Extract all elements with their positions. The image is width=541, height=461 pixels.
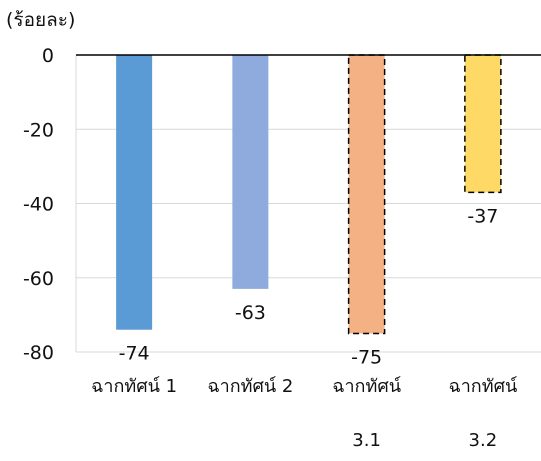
bar — [116, 55, 153, 330]
y-tick-label: -80 — [23, 342, 54, 364]
data-label: -63 — [235, 302, 266, 324]
category-label: ฉากทัศน์ 2 — [207, 376, 293, 397]
category-label: ฉากทัศน์ — [448, 376, 517, 397]
category-label: 3.1 — [352, 430, 381, 451]
data-label: -37 — [467, 205, 498, 227]
y-tick-label: -60 — [23, 268, 54, 290]
bar — [232, 55, 269, 289]
labels: 0 -20 -40 -60 -80 -74 ฉากทัศน์ 1 -63 ฉากทัศน์ 2 -… — [23, 45, 518, 451]
category-label: 3.2 — [469, 430, 498, 451]
y-tick-label: -40 — [23, 194, 54, 216]
data-label: -75 — [351, 346, 382, 368]
y-tick-label: -20 — [23, 119, 54, 141]
y-tick-label: 0 — [42, 45, 54, 67]
bars — [116, 54, 502, 335]
bar — [347, 54, 386, 335]
bar — [464, 54, 502, 194]
gridlines — [75, 55, 541, 353]
category-label: ฉากทัศน์ 1 — [91, 376, 177, 397]
data-label: -74 — [119, 343, 150, 365]
y-unit-label: (ร้อยละ) — [6, 9, 75, 31]
category-label: ฉากทัศน์ — [332, 376, 401, 397]
